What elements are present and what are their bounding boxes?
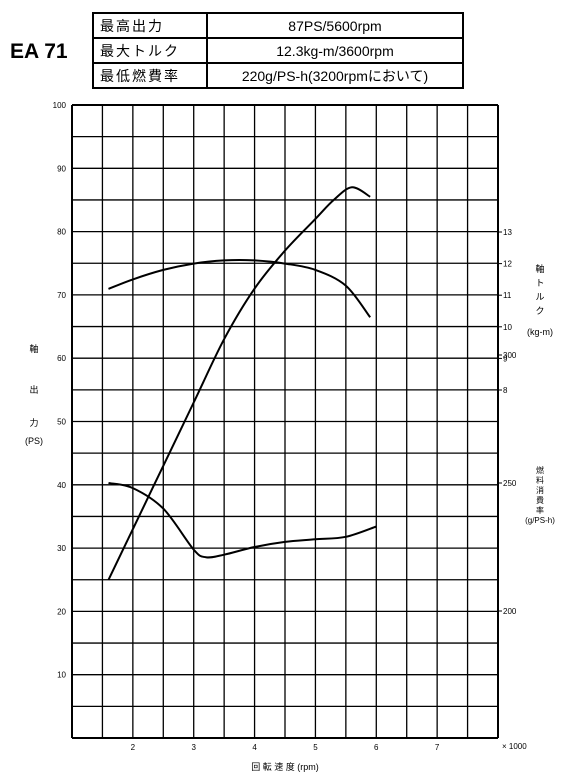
torque-tick-label: 11 [503,291,512,300]
power-axis-label-char: 力 [29,417,38,428]
y-tick-label: 50 [57,418,66,427]
torque-tick-label: 10 [503,323,512,332]
y-tick-label: 60 [57,354,66,363]
y-tick-label: 20 [57,607,66,616]
torque-axis-label-char: ク [535,306,544,316]
spec-value: 220g/PS-h(3200rpmにおいて) [206,62,464,89]
chart-series [107,186,377,581]
power-axis-unit: (PS) [25,436,43,446]
fuel-curve [108,482,377,559]
x-tick-label: 6 [374,743,379,752]
y-tick-label: 40 [57,481,66,490]
y-tick-label: 80 [57,228,66,237]
x-tick-label: 5 [313,743,318,752]
torque-axis-label-char: 軸 [535,263,544,274]
chart-tick-labels: 10 20 30 40 50 60 70 80 90 100 2 3 4 5 6 7 × 1000 8 9 10 11 1… [53,101,528,752]
power-curve [107,186,371,581]
fuel-axis-label-char: 燃 [536,465,544,475]
fuel-tick-label: 200 [503,607,517,616]
torque-tick-label: 9 [503,354,508,363]
spec-row: 最低燃費率 220g/PS-h(3200rpmにおいて) [92,62,464,89]
y-tick-label: 100 [53,101,67,110]
y-tick-label: 90 [57,164,66,173]
fuel-axis-label-char: 率 [536,505,544,515]
y-tick-label: 70 [57,291,66,300]
x-tick-label: 4 [252,743,257,752]
x-unit-note: × 1000 [502,742,527,751]
power-axis-label-char: 軸 [29,343,38,354]
spec-table: 最高出力 87PS/5600rpm 最大トルク 12.3kg-m/3600rpm… [92,12,464,89]
y-tick-label: 30 [57,544,66,553]
torque-axis-unit: (kg-m) [527,327,553,337]
chart-axis-labels: 回 転 速 度 (rpm)軸出力(PS)軸トルク(kg-m)燃料消費率(g/PS… [25,263,555,772]
chart-grid [71,104,499,739]
fuel-tick-label: 250 [503,479,517,488]
torque-tick-label: 12 [503,260,512,269]
spec-row: 最大トルク 12.3kg-m/3600rpm [92,37,464,64]
spec-label: 最低燃費率 [92,62,208,89]
torque-curve [108,259,371,318]
fuel-axis-label-char: 費 [536,495,544,505]
spec-value: 12.3kg-m/3600rpm [206,37,464,64]
spec-label: 最高出力 [92,12,208,39]
fuel-axis-label-char: 料 [536,475,544,485]
spec-value: 87PS/5600rpm [206,12,464,39]
spec-row: 最高出力 87PS/5600rpm [92,12,464,39]
fuel-axis-label-char: 消 [536,485,544,495]
spec-label: 最大トルク [92,37,208,64]
torque-tick-label: 8 [503,386,508,395]
fuel-tick-label: 300 [503,351,517,360]
x-tick-label: 2 [131,743,136,752]
x-tick-label: 7 [435,743,440,752]
torque-axis-label-char: ル [535,292,544,302]
engine-model: EA 71 [10,40,68,63]
x-tick-label: 3 [191,743,196,752]
torque-tick-label: 13 [503,228,512,237]
power-axis-label-char: 出 [29,384,38,395]
fuel-axis-unit: (g/PS-h) [525,516,555,525]
y-tick-label: 10 [57,671,66,680]
torque-axis-label-char: ト [535,278,544,288]
x-axis-label: 回 転 速 度 (rpm) [251,761,319,772]
